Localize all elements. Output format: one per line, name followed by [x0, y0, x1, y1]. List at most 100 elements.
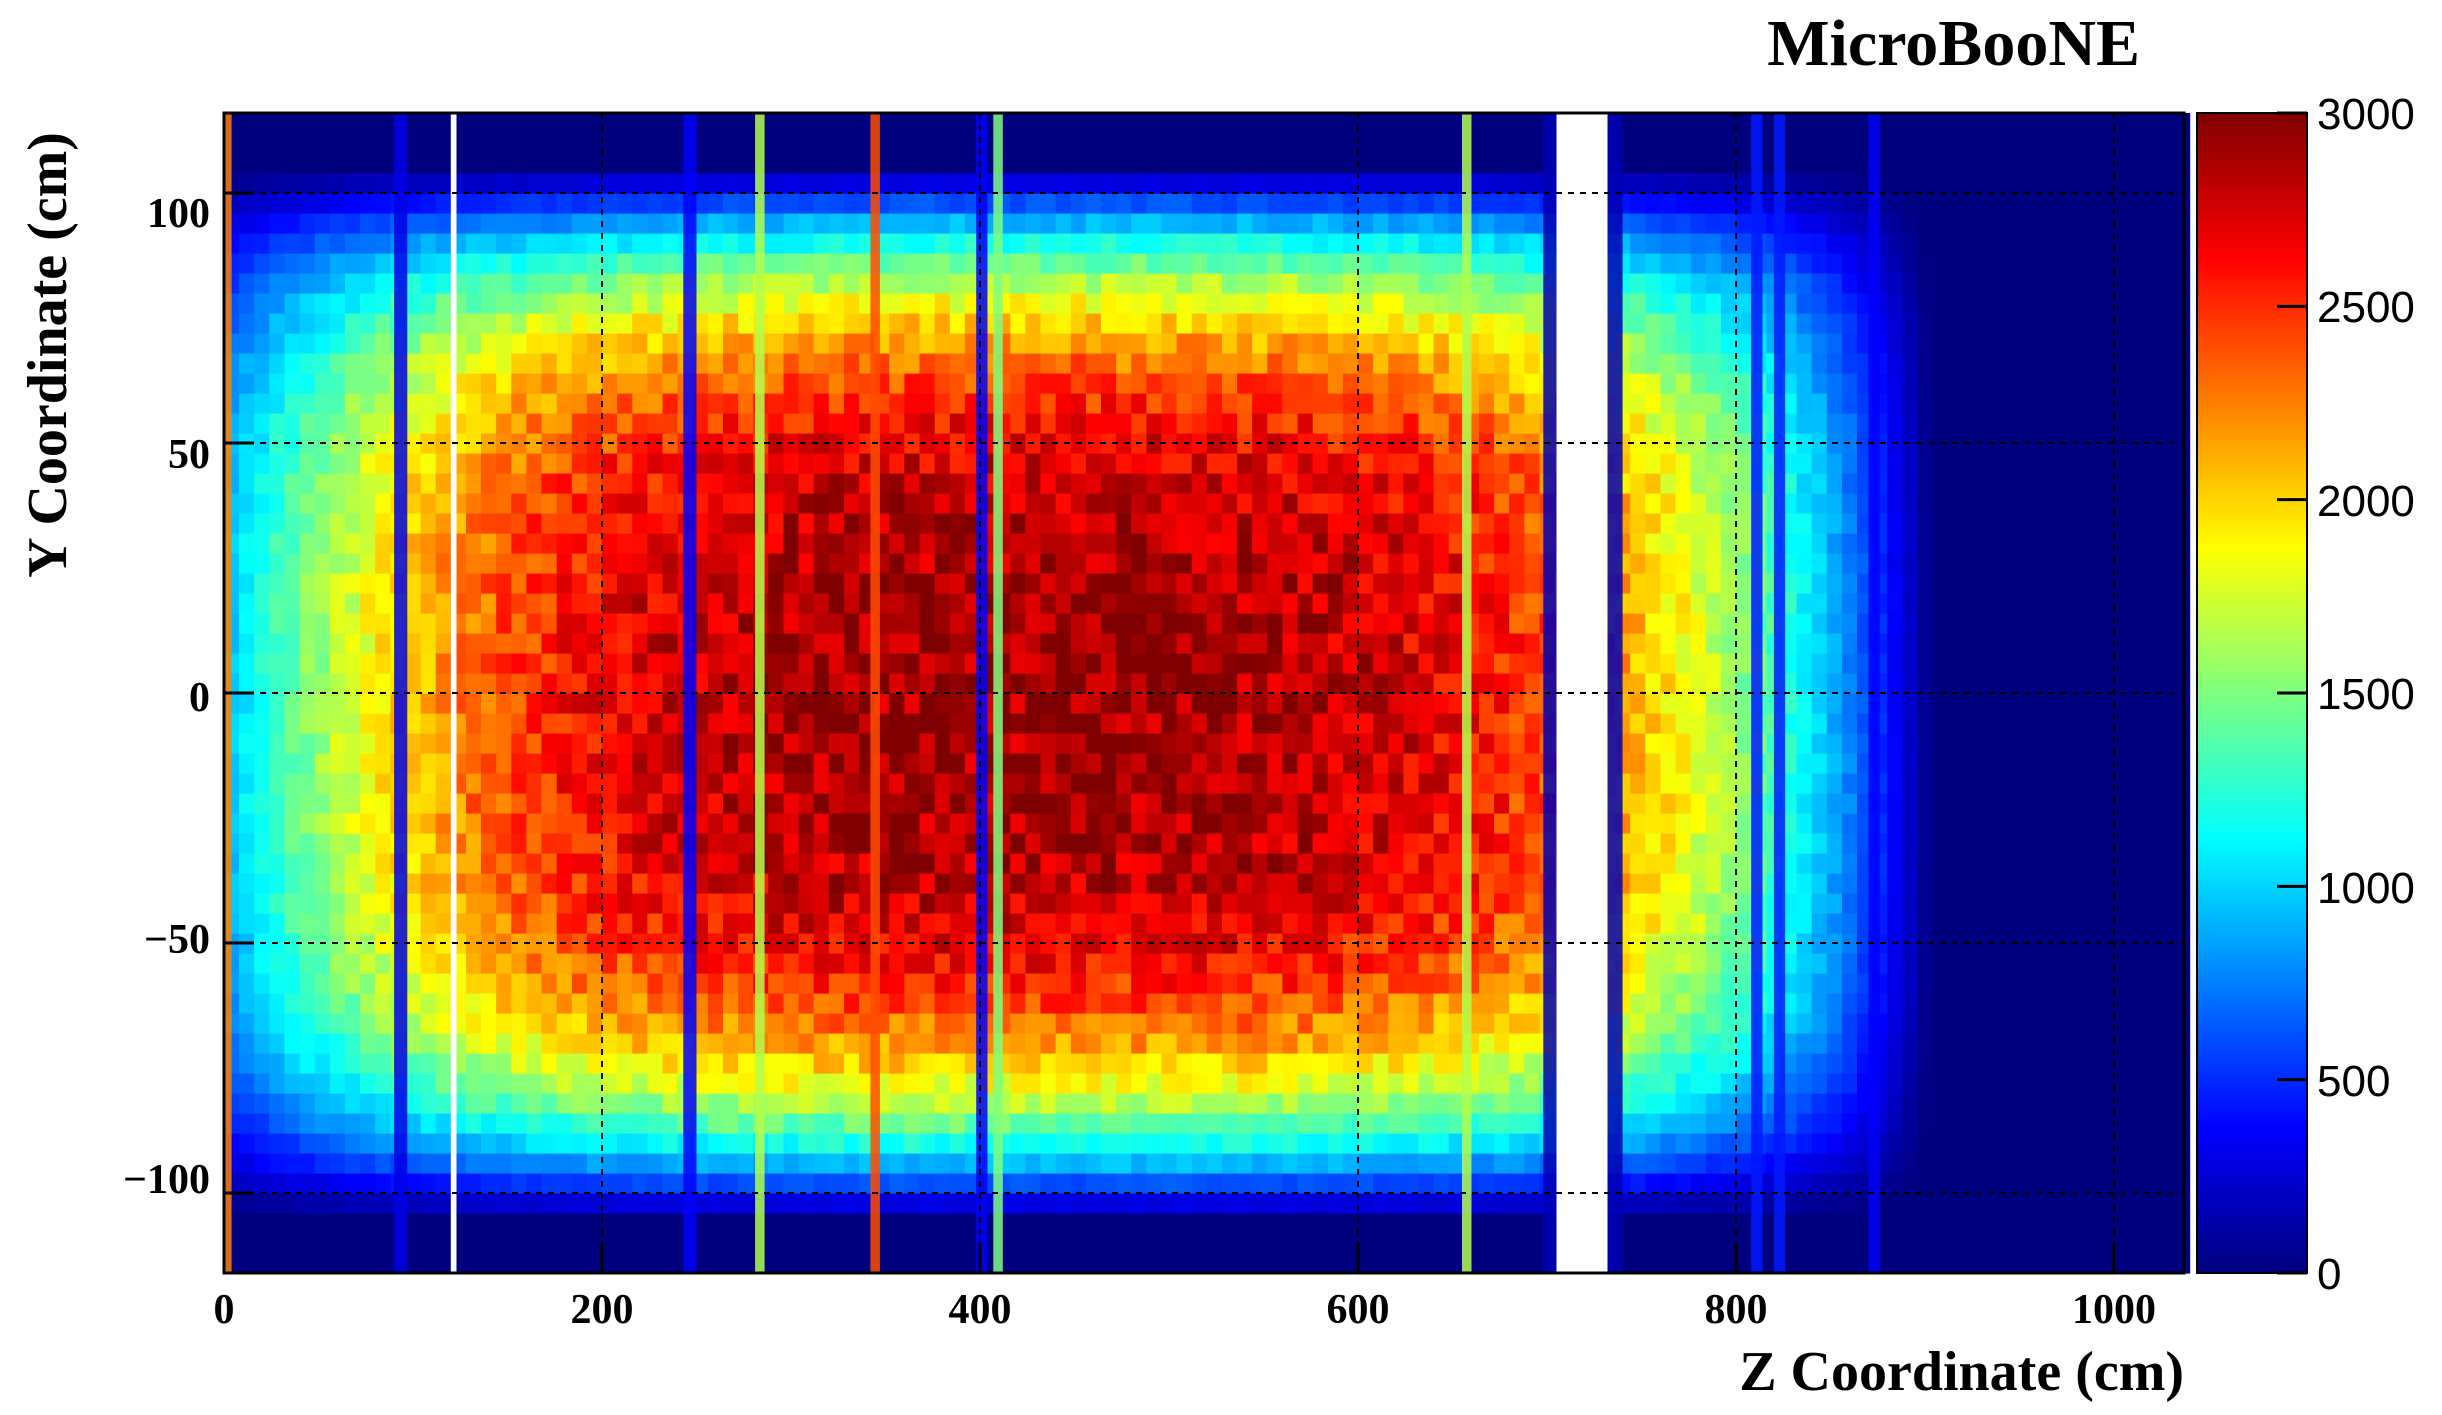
heatmap-cell [314, 213, 331, 234]
heatmap-cell [662, 153, 679, 174]
heatmap-cell [420, 1233, 437, 1254]
heatmap-cell [617, 973, 633, 994]
heatmap-cell [1116, 113, 1132, 134]
heatmap-cell [813, 1173, 830, 1194]
heatmap-cell [843, 153, 860, 174]
heatmap-cell [345, 933, 361, 954]
heatmap-cell [1342, 433, 1359, 454]
heatmap-cell [1176, 293, 1193, 314]
heatmap-cell [602, 533, 618, 554]
heatmap-cell [1418, 993, 1435, 1014]
heatmap-cell [889, 1053, 905, 1074]
heatmap-cell [632, 833, 648, 854]
heatmap-cell [949, 633, 966, 654]
heatmap-cell [1388, 293, 1404, 314]
heatmap-cell [723, 113, 739, 134]
heatmap-cell [1252, 973, 1268, 994]
heatmap-cell [1055, 633, 1072, 654]
heatmap-cell [707, 393, 724, 414]
heatmap-cell [586, 473, 603, 494]
heatmap-cell [1222, 433, 1238, 454]
heatmap-cell [1267, 153, 1283, 174]
heatmap-cell [586, 1133, 603, 1154]
heatmap-cell [284, 713, 301, 734]
heatmap-cell [1206, 893, 1223, 914]
heatmap-cell [420, 833, 437, 854]
heatmap-cell [571, 333, 588, 354]
heatmap-cell [526, 633, 543, 654]
heatmap-cell [602, 353, 618, 374]
heatmap-cell [1373, 453, 1389, 474]
heatmap-cell [1101, 573, 1117, 594]
heatmap-cell [420, 733, 437, 754]
heatmap-cell [345, 733, 361, 754]
heatmap-cell [738, 733, 754, 754]
heatmap-cell [284, 693, 301, 714]
heatmap-cell [723, 533, 739, 554]
heatmap-cell [269, 233, 286, 254]
heatmap-cell [904, 693, 921, 714]
heatmap-cell [1116, 133, 1132, 154]
heatmap-cell [284, 453, 301, 474]
heatmap-cell [299, 493, 316, 514]
heatmap-cell [496, 813, 512, 834]
heatmap-cell [828, 873, 845, 894]
heatmap-cell [738, 1073, 754, 1094]
heatmap-cell [919, 913, 936, 934]
heatmap-cell [1055, 933, 1072, 954]
heatmap-cell [1010, 733, 1026, 754]
heatmap-cell [1282, 173, 1299, 194]
heatmap-cell [904, 233, 921, 254]
heatmap-cell [1297, 833, 1314, 854]
heatmap-cell [284, 393, 301, 414]
heatmap-cell [284, 913, 301, 934]
heatmap-cell [768, 213, 784, 234]
heatmap-cell [647, 1233, 664, 1254]
heatmap-cell [1222, 1233, 1238, 1254]
heatmap-cell [1237, 153, 1253, 174]
heatmap-cell [738, 193, 754, 214]
heatmap-cell [602, 1213, 618, 1234]
heatmap-cell [632, 633, 648, 654]
heatmap-cell [1040, 433, 1057, 454]
heatmap-cell [1388, 773, 1404, 794]
heatmap-cell [375, 1193, 391, 1214]
heatmap-cell [345, 393, 361, 414]
heatmap-cell [284, 473, 301, 494]
heatmap-cell [1509, 293, 1525, 314]
heatmap-cell [1358, 193, 1374, 214]
heatmap-cell [1070, 513, 1087, 534]
heatmap-cell [723, 613, 739, 634]
heatmap-cell [632, 213, 648, 234]
heatmap-cell [556, 333, 573, 354]
heatmap-cell [1025, 493, 1042, 514]
heatmap-cell [541, 493, 558, 514]
heatmap-cell [526, 113, 543, 134]
heatmap-cell [723, 753, 739, 774]
heatmap-cell [345, 793, 361, 814]
heatmap-cell [269, 593, 286, 614]
heatmap-cell [345, 773, 361, 794]
heatmap-cell [1509, 573, 1525, 594]
heatmap-cell [1191, 473, 1208, 494]
heatmap-cell [496, 453, 512, 474]
heatmap-cell [617, 1153, 633, 1174]
heatmap-cell [1116, 533, 1132, 554]
heatmap-cell [949, 173, 966, 194]
heatmap-cell [617, 293, 633, 314]
heatmap-cell [904, 833, 921, 854]
heatmap-cell [617, 773, 633, 794]
heatmap-cell [1146, 633, 1163, 654]
heatmap-cell [465, 913, 482, 934]
heatmap-cell [934, 153, 951, 174]
heatmap-cell [1388, 493, 1404, 514]
heatmap-cell [1312, 353, 1329, 374]
heatmap-cell [1055, 453, 1072, 474]
heatmap-cell [1252, 693, 1268, 714]
heatmap-cell [1267, 313, 1283, 334]
heatmap-cell [1176, 1253, 1193, 1274]
heatmap-cell [783, 593, 800, 614]
heatmap-cell [1403, 833, 1420, 854]
heatmap-cell [1176, 853, 1193, 874]
heatmap-cell [375, 573, 391, 594]
